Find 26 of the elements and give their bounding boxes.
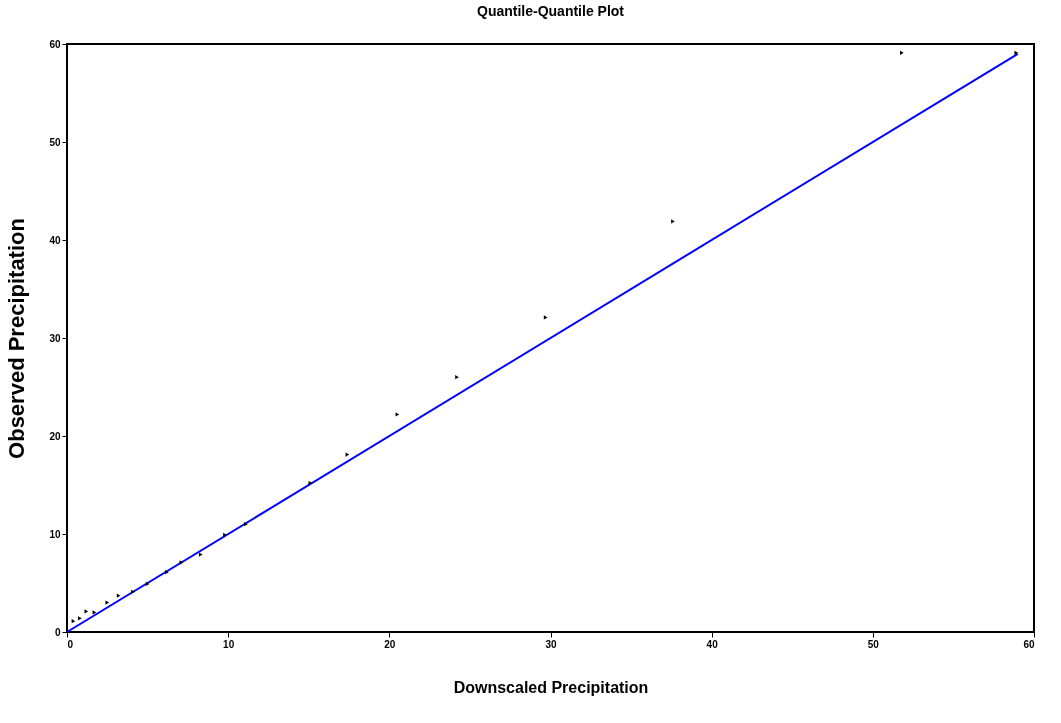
y-axis-title: Observed Precipitation: [4, 218, 30, 459]
point: [78, 616, 82, 621]
x-tick-label: 0: [67, 638, 74, 650]
y-tick-label: 0: [54, 626, 61, 638]
y-tick-label: 50: [49, 136, 61, 148]
x-tick-label: 50: [867, 638, 880, 650]
point: [165, 570, 169, 575]
point: [1014, 50, 1019, 55]
y-tick-label: 30: [49, 332, 61, 344]
x-axis-title: Downscaled Precipitation: [453, 678, 649, 696]
y-tick-label: 60: [49, 38, 61, 50]
point: [244, 522, 248, 527]
point: [223, 532, 227, 538]
x-tick-label: 60: [1023, 638, 1035, 650]
point: [131, 589, 135, 594]
point: [105, 600, 110, 605]
y-tick-label: 10: [49, 528, 61, 540]
point: [455, 375, 459, 380]
chart-title: Quantile-Quantile Plot: [476, 3, 625, 19]
y-tick-label: 20: [49, 430, 61, 442]
x-tick-label: 30: [545, 638, 557, 650]
x-tick-label: 40: [706, 638, 719, 650]
point: [671, 219, 675, 224]
x-tick-label: 10: [223, 638, 235, 650]
x-tick-label: 20: [384, 638, 396, 650]
y-tick-label: 40: [49, 234, 61, 246]
